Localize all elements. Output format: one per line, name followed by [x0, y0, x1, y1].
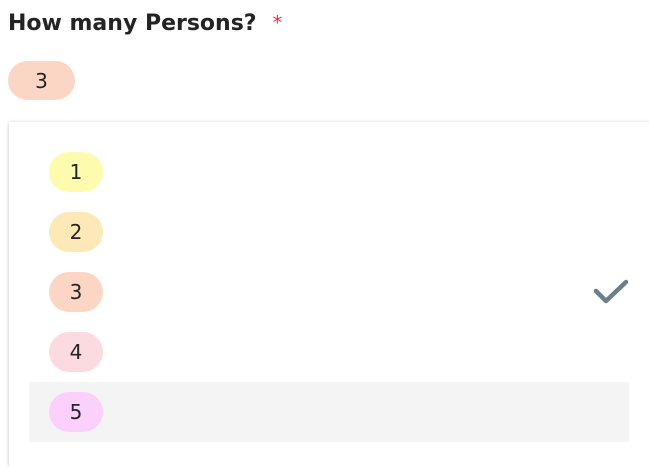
option-2[interactable]: 2 — [29, 202, 629, 262]
option-4-pill: 4 — [49, 332, 103, 372]
choice-dropdown-list: 1 2 3 4 5 — [9, 122, 649, 467]
checkmark-icon — [593, 279, 629, 304]
required-marker: * — [272, 12, 283, 34]
option-1[interactable]: 1 — [29, 142, 629, 202]
option-5-pill: 5 — [49, 392, 103, 432]
question-label: How many Persons? — [8, 10, 257, 36]
option-3-pill: 3 — [49, 272, 103, 312]
option-1-pill: 1 — [49, 152, 103, 192]
option-5[interactable]: 5 — [29, 382, 629, 442]
option-2-pill: 2 — [49, 212, 103, 252]
selected-choice-pill[interactable]: 3 — [8, 61, 75, 100]
option-3[interactable]: 3 — [29, 262, 629, 322]
option-4[interactable]: 4 — [29, 322, 629, 382]
question-title: How many Persons? * — [8, 8, 282, 38]
